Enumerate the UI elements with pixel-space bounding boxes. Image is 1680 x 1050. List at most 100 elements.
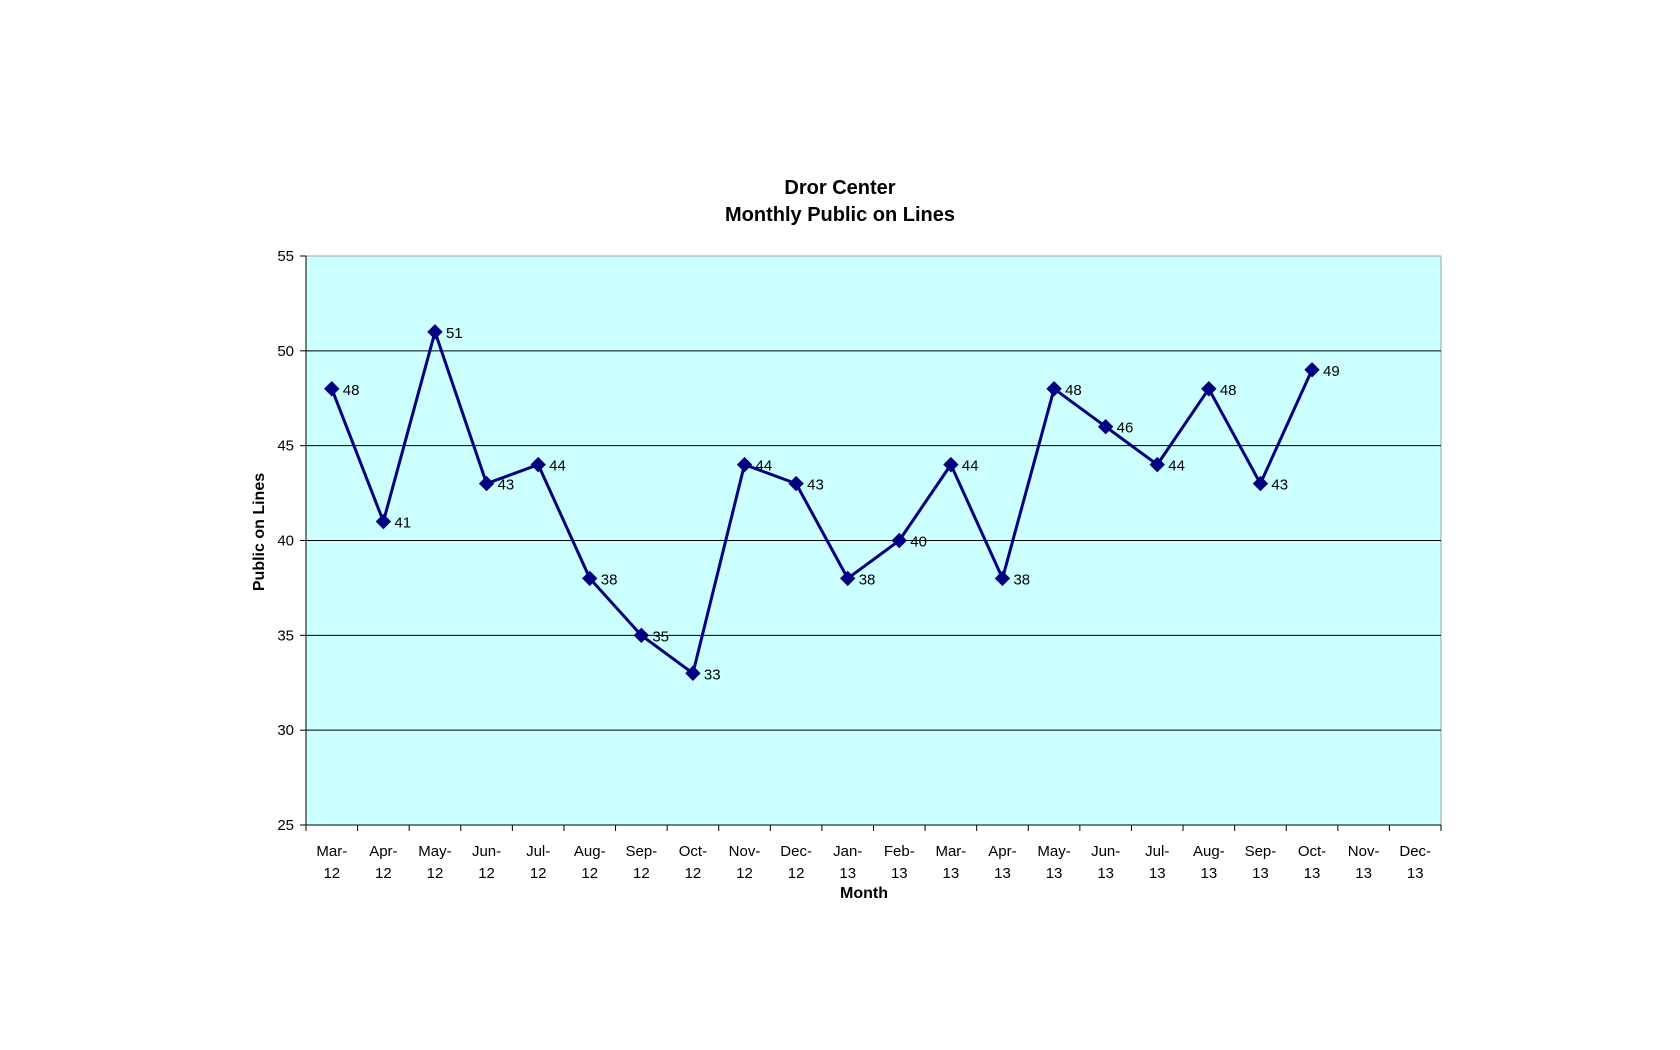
x-tick-label-line2: 12: [530, 865, 547, 882]
x-tick-label-line1: Mar-: [935, 843, 966, 860]
data-label: 40: [910, 534, 927, 551]
data-point-marker: [530, 456, 546, 473]
x-tick-label-line1: Sep-: [1245, 843, 1277, 860]
y-tick-label: 50: [277, 343, 294, 360]
series: 48 41 51 43 44 38 35 33 44 43 38 40 44 38 48 46 44 48 43 49: [324, 324, 1340, 683]
x-tick-label-line2: 12: [375, 865, 392, 882]
x-tick-label-line2: 12: [685, 865, 702, 882]
x-tick-label-line1: Jun-: [472, 843, 501, 860]
data-label: 49: [1323, 363, 1340, 380]
data-label: 48: [343, 382, 360, 399]
x-tick-label-line2: 12: [633, 865, 650, 882]
x-tick-label-line1: Dec-: [1399, 843, 1431, 860]
x-tick-label-line2: 13: [943, 865, 960, 882]
x-tick-label-line1: Nov-: [1348, 843, 1380, 860]
data-point-marker: [1252, 475, 1269, 492]
axes: [300, 255, 1442, 831]
y-tick-labels: 25 30 35 40 45 50 55: [277, 248, 294, 834]
chart-subtitle: Monthly Public on Lines: [725, 204, 955, 226]
x-tick-label-line2: 13: [1304, 865, 1321, 882]
data-label: 44: [756, 458, 773, 475]
x-tick-label-line2: 13: [1355, 865, 1372, 882]
data-point-marker: [736, 456, 753, 473]
data-point-marker: [943, 456, 959, 473]
x-tick-label-line1: Mar-: [316, 843, 347, 860]
data-label: 38: [601, 571, 618, 588]
x-tick-label-line1: Apr-: [988, 843, 1016, 860]
x-tick-label-line1: Sep-: [625, 843, 657, 860]
x-tick-label-line2: 13: [1046, 865, 1063, 882]
gridlines: [306, 350, 1441, 731]
x-tick-label-line1: Aug-: [574, 843, 606, 860]
x-tick-label-line2: 13: [839, 865, 856, 882]
x-tick-label-line2: 13: [1097, 865, 1114, 882]
data-label: 48: [1065, 382, 1082, 399]
data-point-marker: [788, 475, 804, 492]
data-label: 43: [807, 477, 824, 494]
data-label: 38: [859, 571, 876, 588]
x-tick-label-line1: Aug-: [1193, 843, 1225, 860]
x-tick-label-line2: 13: [1200, 865, 1217, 882]
x-tick-label-line1: Oct-: [1298, 843, 1326, 860]
x-tick-label-line1: Oct-: [679, 843, 707, 860]
x-tick-label-line2: 12: [788, 865, 805, 882]
data-point-marker: [1097, 418, 1114, 435]
data-point-marker: [582, 570, 598, 587]
x-tick-label-line1: Jun-: [1091, 843, 1120, 860]
x-tick-label-line2: 12: [478, 865, 495, 882]
data-point-marker: [685, 665, 701, 681]
x-tick-label-line1: Apr-: [369, 843, 397, 860]
data-point-marker: [324, 381, 340, 397]
x-tick-label-line1: Jan-: [833, 843, 862, 860]
x-tick-label-line2: 12: [581, 865, 598, 882]
data-label: 43: [1271, 477, 1288, 494]
data-point-marker: [1149, 456, 1165, 473]
x-tick-label-line2: 13: [994, 865, 1011, 882]
data-point-marker: [1046, 381, 1062, 397]
x-tick-label-line1: Feb-: [884, 843, 915, 860]
x-tick-label-line2: 13: [1252, 865, 1269, 882]
x-tick-label-line2: 13: [1149, 865, 1166, 882]
x-axis-title: Month: [840, 885, 888, 902]
y-tick-label: 45: [277, 438, 294, 455]
x-tick-label-line1: May-: [1037, 843, 1070, 860]
x-tick-label-line2: 13: [891, 865, 908, 882]
data-point-marker: [839, 570, 856, 587]
x-tick-label-line2: 13: [1407, 865, 1424, 882]
data-point-marker: [427, 324, 443, 340]
data-label: 35: [652, 628, 669, 645]
chart-title: Dror Center: [784, 177, 895, 199]
x-tick-label-line2: 12: [323, 865, 340, 882]
y-tick-label: 55: [277, 248, 294, 265]
x-tick-label-line1: Dec-: [780, 843, 812, 860]
data-label: 48: [1220, 382, 1237, 399]
data-label: 44: [549, 458, 566, 475]
data-point-marker: [994, 570, 1011, 587]
data-point-marker: [633, 627, 650, 644]
data-label: 44: [1168, 458, 1185, 475]
x-tick-label-line2: 12: [427, 865, 444, 882]
series-line: [330, 330, 1314, 675]
x-tick-labels: Mar- 12 Apr- 12 May- 12 Jun- 12 Jul- 12 Aug- 12 Sep-…: [316, 843, 1431, 882]
data-label: 46: [1117, 420, 1134, 437]
data-label: 38: [1013, 571, 1030, 588]
x-tick-label-line1: Jul-: [526, 843, 550, 860]
x-tick-label-line1: May-: [418, 843, 451, 860]
data-point-marker: [1201, 381, 1217, 397]
x-tick-label-line2: 12: [736, 865, 753, 882]
y-tick-label: 25: [277, 817, 294, 834]
data-label: 41: [394, 515, 411, 532]
data-label: 43: [498, 477, 515, 494]
y-tick-label: 35: [277, 627, 294, 644]
data-point-marker: [375, 513, 392, 530]
y-axis-title: Public on Lines: [251, 473, 268, 591]
data-label: 51: [446, 325, 463, 342]
data-point-marker: [1304, 362, 1320, 378]
data-point-marker: [891, 532, 908, 549]
x-tick-label-line1: Jul-: [1145, 843, 1169, 860]
data-point-marker: [478, 475, 495, 492]
data-label: 44: [962, 458, 979, 475]
y-tick-label: 40: [277, 533, 294, 550]
data-label: 33: [704, 666, 721, 683]
